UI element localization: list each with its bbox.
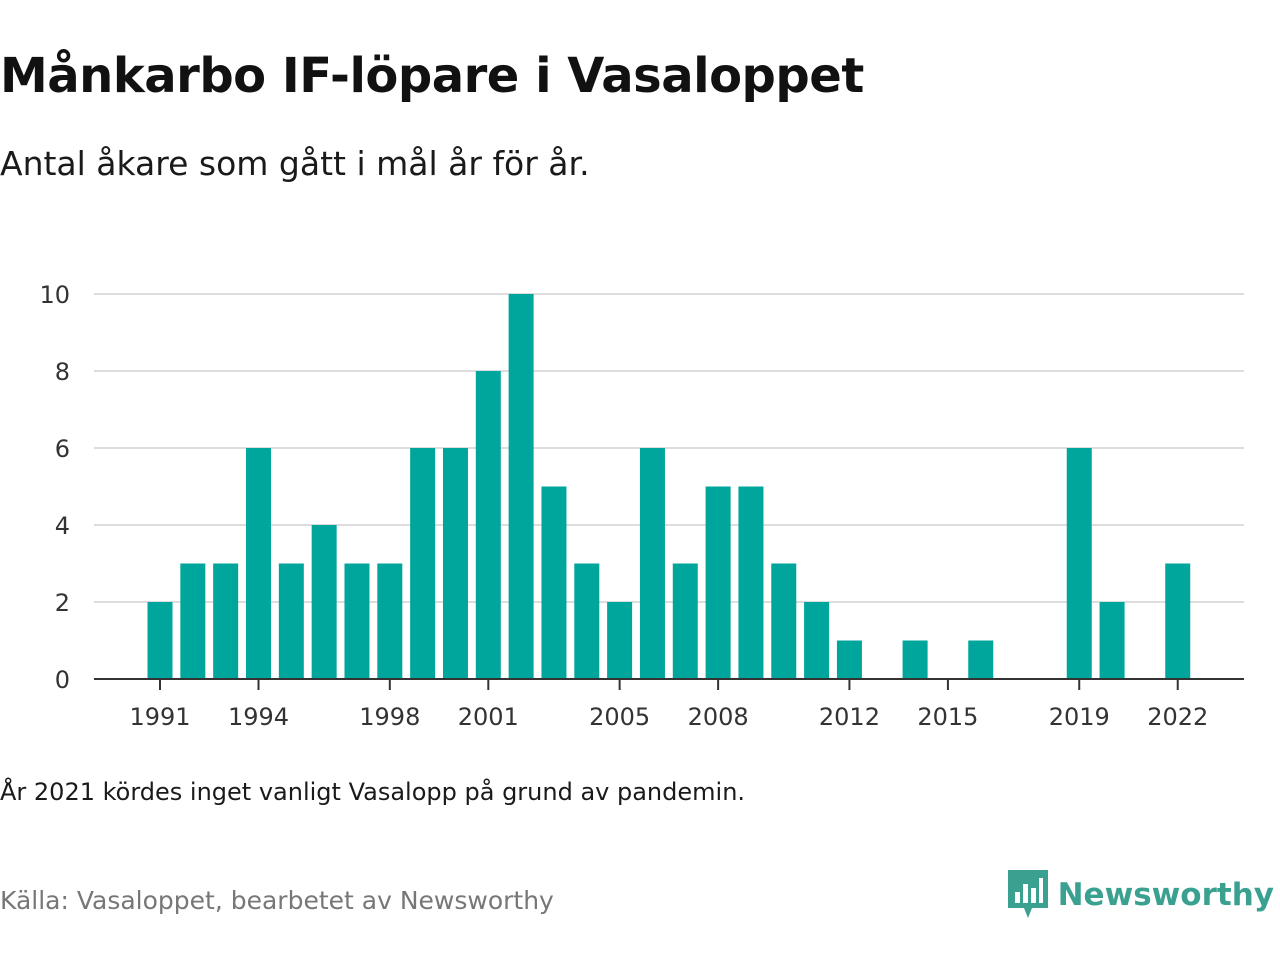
x-tick-label: 1998 [359, 703, 420, 731]
bar-2003 [541, 486, 567, 679]
bar-2011 [804, 602, 830, 679]
newsworthy-brand: Newsworthy [1007, 870, 1274, 920]
axes: 0 2 4 6 8 10 1991 1994 1998 2001 2005 2008 2012 2015 2… [39, 281, 1244, 731]
x-tick-label: 2019 [1049, 703, 1110, 731]
x-tick-label: 1991 [129, 703, 190, 731]
y-tick-label: 4 [55, 512, 70, 540]
bar-2022 [1165, 563, 1191, 679]
newsworthy-logo-icon [1007, 870, 1048, 918]
x-tick-label: 2022 [1147, 703, 1208, 731]
bar-1992 [180, 563, 206, 679]
bar-2009 [738, 486, 764, 679]
y-tick-label: 8 [55, 358, 70, 386]
bar-2004 [574, 563, 600, 679]
x-tick-label: 2008 [688, 703, 749, 731]
y-tick-label: 2 [55, 589, 70, 617]
bar-2014 [902, 640, 928, 679]
y-tick-label: 6 [55, 435, 70, 463]
chart-subtitle: Antal åkare som gått i mål år för år. [0, 144, 590, 183]
bar-2020 [1099, 602, 1125, 679]
bar-2001 [475, 371, 501, 679]
bar-1997 [344, 563, 370, 679]
bar-chart: 0 2 4 6 8 10 1991 1994 1998 2001 2005 2008 2012 2015 2… [39, 281, 1244, 731]
source-credit: Källa: Vasaloppet, bearbetet av Newswort… [0, 886, 554, 915]
bar-2019 [1066, 448, 1092, 679]
x-tick-label: 2015 [917, 703, 978, 731]
bar-1995 [278, 563, 304, 679]
bar-1991 [147, 602, 173, 679]
bar-2012 [836, 640, 862, 679]
x-tick-label: 2012 [819, 703, 880, 731]
bar-2008 [705, 486, 731, 679]
gridlines [94, 293, 1244, 603]
footnote: År 2021 kördes inget vanligt Vasalopp på… [0, 778, 746, 806]
brand-name: Newsworthy [1057, 877, 1274, 913]
chart-title: Månkarbo IF-löpare i Vasaloppet [0, 48, 864, 104]
bar-1993 [213, 563, 239, 679]
bar-1996 [311, 525, 337, 679]
bar-1999 [410, 448, 436, 679]
bar-2000 [442, 448, 468, 679]
bar-2016 [968, 640, 994, 679]
y-tick-label: 10 [39, 281, 70, 309]
x-tick-label: 2005 [589, 703, 650, 731]
x-tick-label: 2001 [458, 703, 519, 731]
bar-1998 [377, 563, 403, 679]
bar-2002 [508, 294, 534, 679]
y-tick-label: 0 [55, 666, 70, 694]
bar-2007 [672, 563, 698, 679]
bar-1994 [245, 448, 271, 679]
bars [147, 294, 1191, 679]
bar-2005 [607, 602, 633, 679]
x-tick-label: 1994 [228, 703, 289, 731]
bar-2010 [771, 563, 797, 679]
bar-2006 [639, 448, 665, 679]
